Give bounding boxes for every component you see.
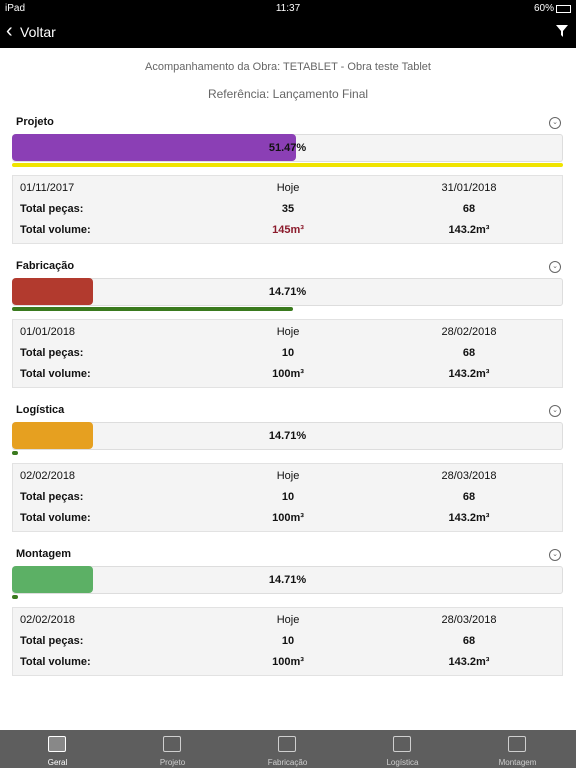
top-bar: iPad 11:37 60% ‹ Voltar [0,0,576,48]
info-cell: 68 [462,491,476,503]
info-cell: 143.2m³ [448,368,490,380]
info-cell: 143.2m³ [448,512,490,524]
section-title: Montagem [16,548,71,560]
info-cell: Total peças: [20,635,84,647]
info-cell: 35 [281,203,295,215]
info-cell: 143.2m³ [448,656,490,668]
progress-fill [12,134,296,161]
info-cell: 28/02/2018 [441,326,497,338]
tab-label: Fabricação [267,758,308,767]
info-box [12,463,563,532]
info-cell: 02/02/2018 [20,614,76,626]
secondary-progress [12,163,563,167]
info-cell: Total volume: [20,512,91,524]
device-label: iPad [5,3,26,14]
info-cell: 02/02/2018 [20,470,76,482]
info-cell: 68 [462,347,476,359]
tab-icon [48,736,66,752]
tab-icon [163,736,181,752]
info-cell: 01/11/2017 [20,182,75,194]
section-title: Projeto [16,116,54,128]
tab[interactable]: Geral [0,730,115,768]
progress-label: 14.71% [268,574,307,586]
collapse-toggle[interactable]: ⌄ [549,405,561,417]
tab[interactable]: Montagem [460,730,575,768]
tab-bar: Geral Projeto Fabricação Logística Montagem [0,730,576,768]
back-arrow[interactable]: ‹ [6,20,13,42]
info-box [12,319,563,388]
progress-fill [12,278,94,305]
tab[interactable]: Fabricação [230,730,345,768]
info-cell: Total peças: [20,491,84,503]
info-cell: Hoje [276,326,300,338]
tab-icon [508,736,526,752]
collapse-toggle[interactable]: ⌄ [549,549,561,561]
secondary-progress [12,595,18,599]
info-cell: 68 [462,635,476,647]
clock: 11:37 [275,3,301,14]
info-cell: Total volume: [20,656,91,668]
tab[interactable]: Logística [345,730,460,768]
info-cell: 10 [281,491,295,503]
secondary-progress [12,451,18,455]
info-box [12,607,563,676]
filter-icon[interactable] [556,25,568,37]
info-cell: 145m³ [272,224,304,236]
progress-fill [12,422,94,449]
info-cell: 31/01/2018 [441,182,497,194]
info-cell: Hoje [276,614,300,626]
info-cell: 10 [281,635,295,647]
tab-label: Geral [47,758,68,767]
info-box [12,175,563,244]
secondary-progress [12,307,293,311]
tab-icon [393,736,411,752]
tab-label: Projeto [159,758,186,767]
progress-label: 14.71% [268,430,307,442]
info-cell: 01/01/2018 [20,326,76,338]
tab-icon [278,736,296,752]
progress-label: 14.71% [268,286,307,298]
collapse-toggle[interactable]: ⌄ [549,117,561,129]
info-cell: 28/03/2018 [441,470,497,482]
section-title: Fabricação [16,260,75,272]
collapse-toggle[interactable]: ⌄ [549,261,561,273]
info-cell: 28/03/2018 [441,614,497,626]
info-cell: Total peças: [20,203,84,215]
section-title: Logística [16,404,65,416]
progress-track [12,566,563,594]
tab-label: Montagem [498,758,537,767]
info-cell: 100m³ [272,512,304,524]
info-cell: Hoje [276,470,300,482]
info-cell: Total volume: [20,368,91,380]
info-cell: Hoje [276,182,300,194]
info-cell: 143.2m³ [448,224,490,236]
info-cell: 68 [462,203,476,215]
progress-label: 51.47% [268,142,307,154]
back-button[interactable]: Voltar [20,24,56,40]
progress-fill [12,566,94,593]
tab[interactable]: Projeto [115,730,230,768]
info-cell: Total peças: [20,347,84,359]
info-cell: 100m³ [272,656,304,668]
info-cell: Total volume: [20,224,91,236]
tab-label: Logística [386,758,419,767]
progress-track [12,422,563,450]
progress-track [12,278,563,306]
info-cell: 100m³ [272,368,304,380]
reference: Referência: Lançamento Final [207,87,369,101]
info-cell: 10 [281,347,295,359]
page-title: Acompanhamento da Obra: TETABLET - Obra … [145,61,431,73]
battery-icon [556,5,571,13]
battery: 60% [533,3,554,14]
